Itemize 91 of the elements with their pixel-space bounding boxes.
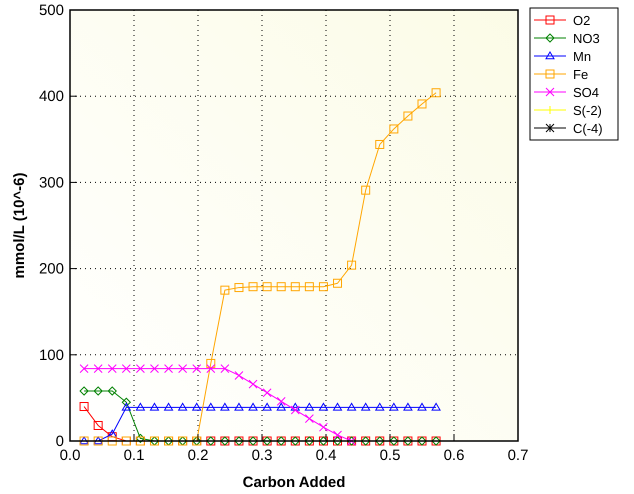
point [220,286,230,295]
point [304,402,314,411]
point [164,364,174,374]
point [262,388,272,398]
point [150,402,159,411]
point [248,402,258,411]
point [178,402,188,411]
legend-label: O2 [573,13,590,28]
legend-label: S(-2) [573,103,602,118]
y-tick-label: 500 [38,2,64,19]
point [318,282,328,292]
point [361,402,370,411]
point [290,405,300,414]
point [333,402,342,411]
point [164,402,174,411]
point [276,396,286,406]
point [262,402,272,411]
legend-label: Fe [573,67,588,82]
point [234,283,244,292]
point [318,402,328,411]
point [290,402,300,411]
point [234,402,244,411]
x-tick-label: 0.4 [316,447,336,464]
point [80,386,89,396]
point [318,422,328,432]
point [108,386,117,396]
legend-label: Mn [573,49,592,64]
point [220,364,230,374]
x-axis-title: Carbon Added [242,474,346,491]
point [220,402,230,411]
point [248,380,258,389]
point [276,402,286,411]
legend-label: SO4 [573,85,600,100]
point [178,364,188,374]
point [122,364,131,374]
point [192,364,202,374]
legend-label: NO3 [573,31,600,46]
point [80,402,89,412]
y-tick-label: 300 [38,174,64,192]
point [192,402,202,411]
point [122,402,131,411]
point [361,186,370,195]
point [432,88,441,98]
point [403,112,412,121]
point [108,430,117,438]
point [94,364,103,374]
point [389,402,398,411]
point [136,364,145,374]
point [347,260,356,270]
point [333,430,342,440]
x-tick-label: 0.5 [380,447,400,464]
point [122,398,131,407]
point [94,386,103,396]
point [333,278,342,288]
y-tick-label: 400 [38,88,64,106]
point [375,140,384,149]
point [304,282,314,292]
point [206,364,216,374]
x-tick-label: 0.0 [60,447,80,464]
point [290,282,300,292]
point [108,364,117,374]
point [248,282,258,292]
x-tick-label: 0.7 [508,447,528,464]
point [418,99,426,108]
point [234,370,244,380]
point [262,282,272,292]
point [375,402,384,411]
point [304,414,314,424]
y-axis-title: mmol/L (10^-6) [11,172,28,279]
point [108,436,117,446]
point [347,402,356,411]
point [136,434,145,443]
point [418,402,426,411]
point [206,402,216,411]
point [80,364,89,374]
y-tick-label: 200 [38,260,64,278]
point [150,364,159,374]
x-tick-label: 0.1 [124,447,144,464]
y-tick-label: 0 [56,433,64,450]
x-tick-label: 0.2 [188,447,208,464]
point [403,402,412,411]
point [136,402,145,411]
x-tick-label: 0.6 [444,447,464,464]
point [94,420,103,430]
legend-label: C(-4) [573,121,603,136]
point [432,402,441,411]
point [276,282,286,292]
x-tick-label: 0.3 [252,447,272,464]
point [206,358,216,368]
point [389,124,398,134]
y-tick-label: 100 [38,346,64,364]
